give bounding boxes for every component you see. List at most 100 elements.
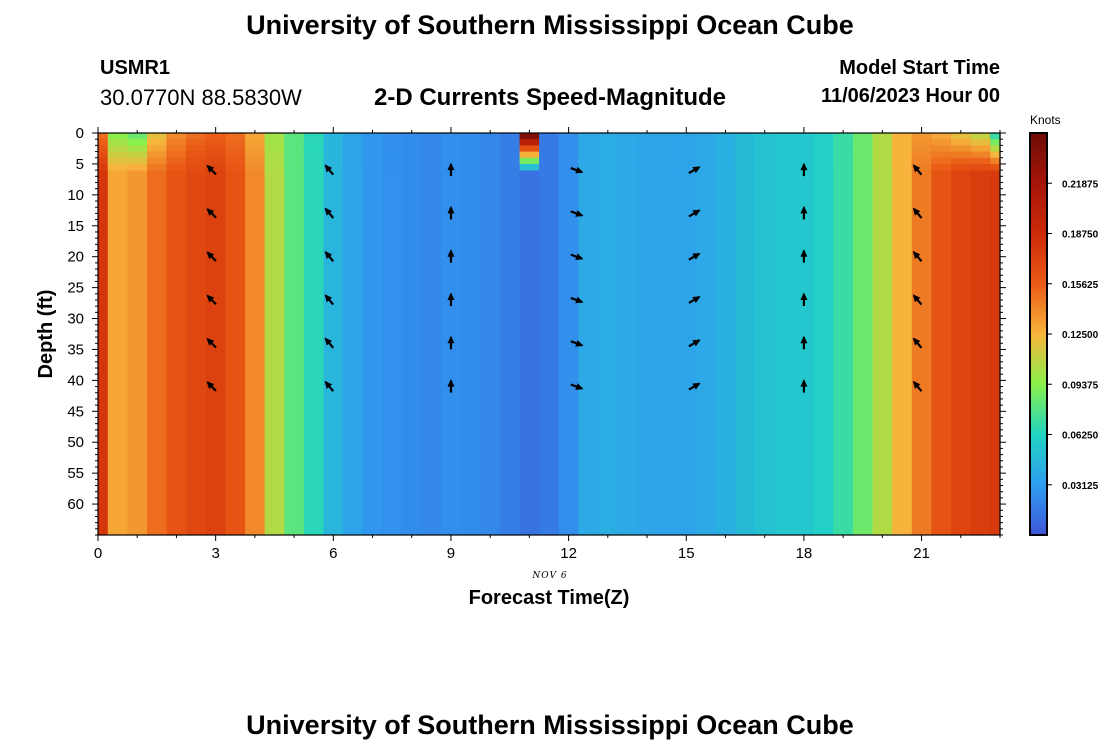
heatmap-cell [362, 157, 383, 165]
heatmap-cell [147, 151, 168, 159]
heatmap-cell [284, 151, 305, 159]
heatmap-cell [931, 145, 952, 152]
heatmap-cell [656, 151, 678, 159]
current-vector-arrow [206, 164, 217, 176]
heatmap-cell [401, 139, 423, 146]
current-vector-arrow [324, 380, 335, 392]
heatmap-cell [303, 145, 325, 152]
heatmap-cell [362, 133, 383, 140]
heatmap-cell [303, 157, 325, 165]
heatmap-cell [911, 163, 932, 171]
heatmap-cell [98, 139, 109, 146]
heatmap-cell [990, 163, 1001, 171]
heatmap-cell [382, 151, 403, 159]
heatmap-cell [186, 133, 207, 140]
heatmap-column [676, 133, 697, 535]
heatmap-cell [578, 145, 599, 152]
heatmap-cell [735, 163, 756, 171]
heatmap-cell [990, 157, 1001, 165]
heatmap-cell [166, 163, 187, 171]
heatmap-column [284, 133, 305, 535]
heatmap-cell [950, 145, 972, 152]
y-tick-label: 0 [76, 125, 84, 142]
heatmap-cell [421, 133, 442, 140]
heatmap-cell [970, 151, 991, 159]
heatmap-cell [441, 145, 462, 152]
heatmap-cell [460, 139, 481, 146]
heatmap-column [98, 133, 109, 535]
heatmap-column [225, 133, 246, 535]
heatmap-cell [323, 151, 344, 159]
current-vector-arrow [324, 207, 335, 219]
heatmap-cell [813, 151, 834, 159]
current-vector-arrow [206, 337, 217, 349]
y-tick-label: 15 [67, 218, 84, 235]
footer-title: University of Southern Mississippi Ocean… [246, 710, 854, 740]
heatmap-cell [696, 151, 717, 159]
current-vector-arrow [447, 379, 455, 393]
x-tick-label: 21 [913, 545, 930, 562]
heatmap-column [950, 133, 972, 535]
heatmap-cell [499, 163, 521, 171]
heatmap-cell [127, 145, 148, 152]
current-vector-arrow [800, 162, 808, 177]
heatmap-cell [107, 157, 129, 165]
current-vector-arrow [570, 296, 584, 304]
x-tick-label: 12 [560, 545, 577, 562]
heatmap-cell [931, 157, 952, 165]
colorbar-tick-label: 0.03125 [1062, 481, 1099, 492]
heatmap-cell [401, 163, 423, 171]
heatmap-cell [107, 133, 129, 140]
heatmap-cell [617, 139, 638, 146]
heatmap-cell [460, 145, 481, 152]
heatmap-cell [480, 163, 501, 171]
heatmap-cell [539, 139, 560, 146]
station-coordinates: 30.0770N 88.5830W [100, 85, 302, 110]
heatmap-cell [284, 133, 305, 140]
heatmap-cell [499, 145, 521, 152]
heatmap-cell [892, 139, 913, 146]
heatmap-cell [892, 163, 913, 171]
heatmap-cell [754, 133, 776, 140]
heatmap-cell [676, 163, 697, 171]
heatmap-cell [617, 145, 638, 152]
heatmap-cell [147, 163, 168, 171]
heatmap-cell [303, 139, 325, 146]
current-vector-arrow [447, 249, 455, 263]
heatmap-column [245, 133, 266, 535]
current-vector-arrow [800, 379, 808, 393]
heatmap-column [656, 133, 678, 535]
heatmap-cell [186, 163, 207, 171]
heatmap-cell [245, 151, 266, 159]
heatmap-cell [264, 139, 285, 146]
heatmap-cell [852, 157, 874, 165]
heatmap-cell [558, 145, 580, 152]
heatmap-cell [833, 157, 854, 165]
heatmap-column [774, 133, 795, 535]
heatmap-cell [519, 157, 540, 165]
heatmap-cell [245, 163, 266, 171]
heatmap-cell [323, 163, 344, 171]
current-vector-arrow [912, 337, 923, 349]
heatmap-cell [480, 157, 501, 165]
y-tick-label: 55 [67, 465, 84, 482]
heatmap-cell [637, 151, 658, 159]
current-vector-arrow [912, 380, 923, 392]
heatmap-cell [715, 139, 736, 146]
heatmap-cell [578, 163, 599, 171]
heatmap-cell [303, 151, 325, 159]
current-vector-arrow [570, 210, 584, 217]
heatmap-cell [950, 139, 972, 146]
heatmap-column [558, 133, 580, 535]
heatmap-cell [107, 139, 129, 146]
heatmap-cell [421, 163, 442, 171]
y-tick-label: 5 [76, 156, 84, 173]
y-tick-label: 45 [67, 403, 84, 420]
heatmap-cell [186, 145, 207, 152]
heatmap-column [264, 133, 285, 535]
current-vector-arrow [447, 162, 455, 177]
heatmap-cell [813, 163, 834, 171]
heatmap-column [303, 133, 325, 535]
heatmap-cell [225, 139, 246, 146]
heatmap-cell [519, 139, 540, 146]
